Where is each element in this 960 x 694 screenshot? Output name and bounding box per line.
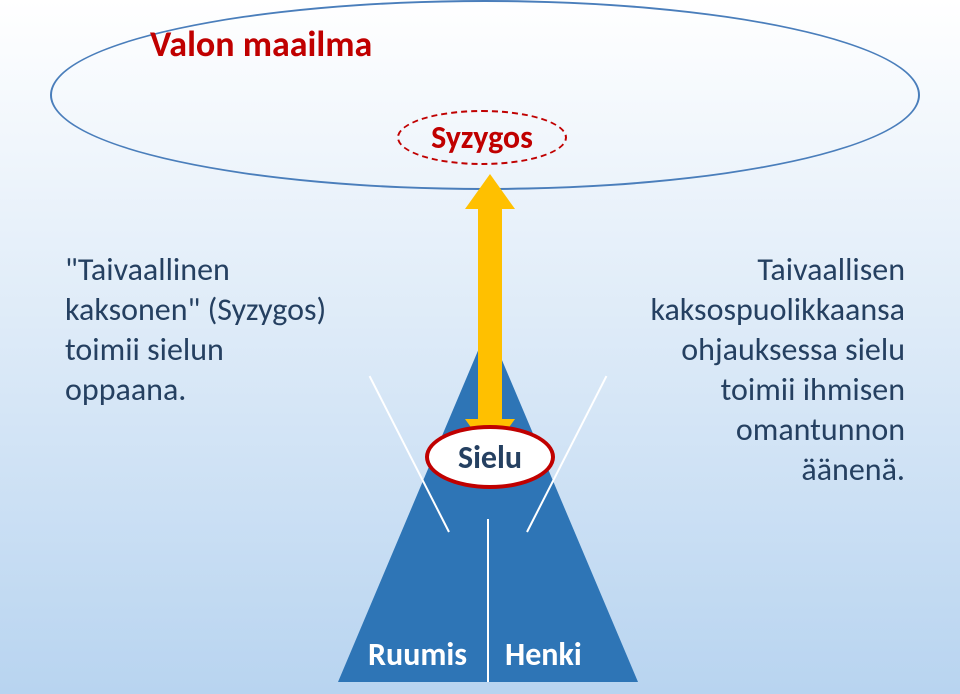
diagram-content: Valon maailma Syzygos "Taivaallinen kaks… [0, 0, 960, 694]
arrow-up-icon [465, 174, 515, 209]
triangle-divider-vertical [487, 519, 489, 682]
left-line-4: oppaana. [65, 370, 326, 410]
left-caption: "Taivaallinen kaksonen" (Syzygos) toimii… [65, 250, 326, 410]
left-line-1: "Taivaallinen [65, 250, 326, 290]
left-line-2: kaksonen" (Syzygos) [65, 290, 326, 330]
left-line-3: toimii sielun [65, 330, 326, 370]
henki-label: Henki [505, 635, 582, 674]
right-line-3: ohjauksessa sielu [650, 330, 905, 370]
right-line-4: toimii ihmisen [650, 370, 905, 410]
syzygos-label: Syzygos [431, 118, 533, 157]
ruumis-label: Ruumis [368, 635, 467, 674]
right-line-5: omantunnon [650, 410, 905, 450]
right-line-6: äänenä. [650, 450, 905, 490]
right-caption: Taivaallisen kaksospuolikkaansa ohjaukse… [650, 250, 905, 490]
sielu-oval: Sielu [425, 425, 555, 489]
sielu-label: Sielu [458, 438, 522, 477]
right-line-1: Taivaallisen [650, 250, 905, 290]
arrow-shaft [478, 208, 502, 420]
page-title: Valon maailma [150, 22, 372, 66]
syzygos-ellipse: Syzygos [397, 110, 567, 165]
double-arrow [465, 174, 515, 454]
right-line-2: kaksospuolikkaansa [650, 290, 905, 330]
